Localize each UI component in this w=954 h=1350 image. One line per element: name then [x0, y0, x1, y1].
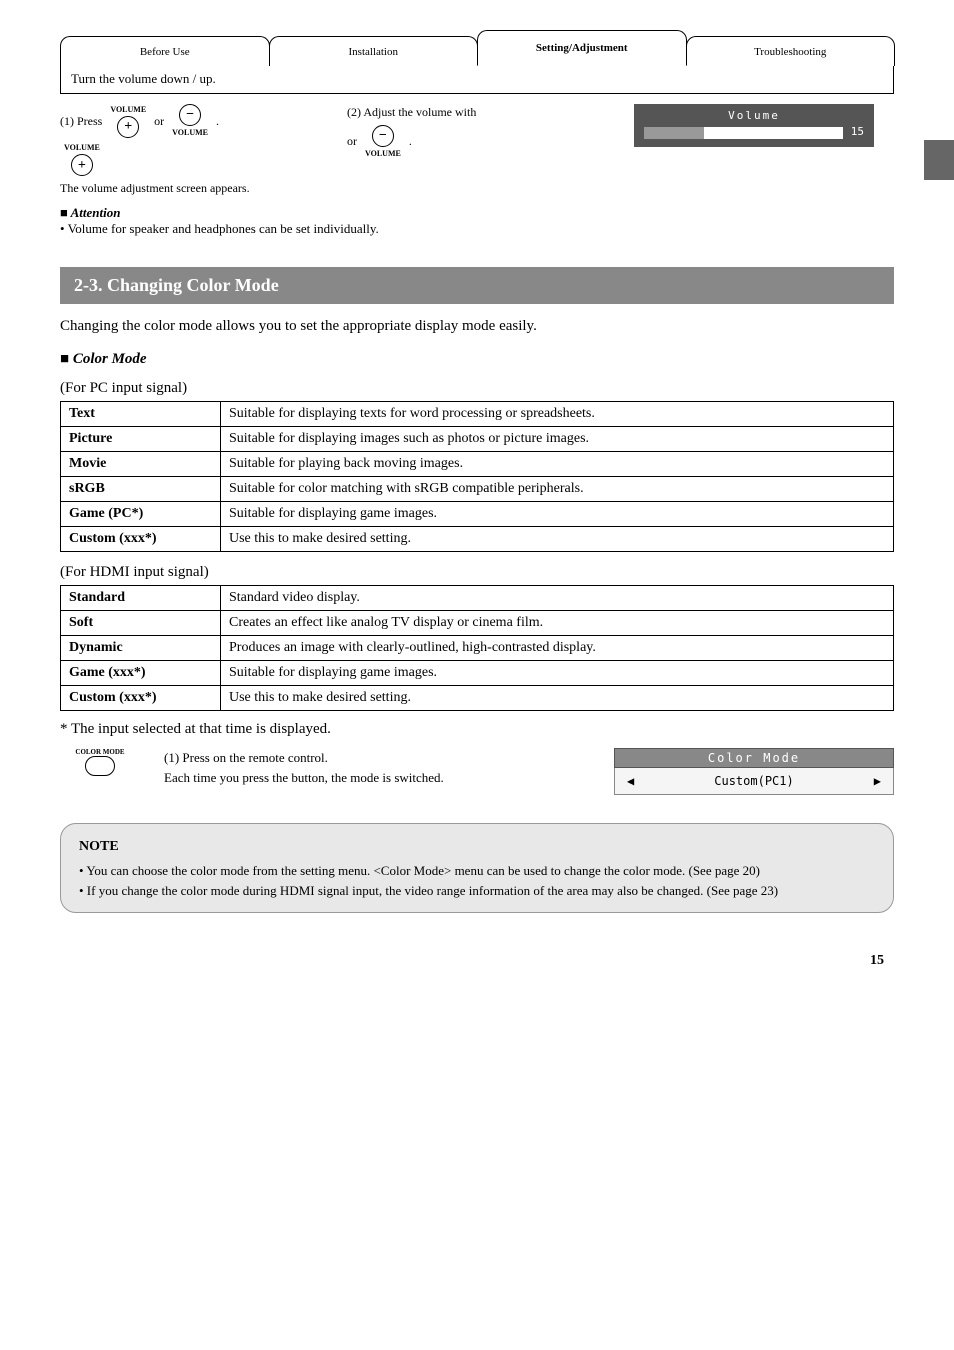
note-title: NOTE — [79, 836, 875, 857]
colormode-button-label: COLOR MODE — [75, 748, 124, 756]
volume-up-button: VOLUME + — [64, 142, 100, 176]
mode-name: Soft — [61, 611, 221, 636]
table-row: Custom (xxx*)Use this to make desired se… — [61, 686, 894, 711]
volume-bar-fill — [644, 127, 704, 139]
table-row: StandardStandard video display. — [61, 586, 894, 611]
volume-label: VOLUME — [64, 142, 100, 153]
step-bar-title: Turn the volume down / up. — [60, 65, 894, 94]
tab-before-use[interactable]: Before Use — [60, 36, 270, 66]
plus-icon: + — [71, 154, 93, 176]
volume-osd-title: Volume — [644, 108, 864, 123]
mode-desc: Suitable for playing back moving images. — [221, 452, 894, 477]
mode-desc: Creates an effect like analog TV display… — [221, 611, 894, 636]
table-row: sRGBSuitable for color matching with sRG… — [61, 477, 894, 502]
minus-icon: − — [372, 125, 394, 147]
text: (2) Adjust the volume with — [347, 104, 476, 121]
volume-bar — [644, 127, 843, 139]
table-row: SoftCreates an effect like analog TV dis… — [61, 611, 894, 636]
side-tab-marker — [924, 140, 954, 180]
table-row: Game (xxx*)Suitable for displaying game … — [61, 661, 894, 686]
mode-desc: Suitable for displaying game images. — [221, 502, 894, 527]
mode-desc: Suitable for displaying images such as p… — [221, 427, 894, 452]
page-number: 15 — [60, 953, 894, 969]
mode-name: Game (PC*) — [61, 502, 221, 527]
table-row: TextSuitable for displaying texts for wo… — [61, 402, 894, 427]
colormode-instructions: (1) Press on the remote control. Each ti… — [164, 748, 564, 787]
text: or — [347, 133, 357, 150]
volume-col-1: (1) Press VOLUME + or − VOLUME . VOLUME … — [60, 104, 327, 197]
minus-icon: − — [179, 104, 201, 126]
mode-desc: Suitable for displaying game images. — [221, 661, 894, 686]
tab-troubleshooting[interactable]: Troubleshooting — [686, 36, 896, 66]
mode-name: sRGB — [61, 477, 221, 502]
colormode-op-row: COLOR MODE (1) Press on the remote contr… — [60, 748, 894, 795]
mode-desc: Suitable for color matching with sRGB co… — [221, 477, 894, 502]
attention-note: Attention • Volume for speaker and headp… — [60, 205, 894, 237]
colormode-osd: Color Mode ◀ Custom(PC1) ▶ — [614, 748, 894, 795]
table-row: Custom (xxx*)Use this to make desired se… — [61, 527, 894, 552]
mode-name: Custom (xxx*) — [61, 527, 221, 552]
section-banner: 2-3. Changing Color Mode — [60, 267, 894, 304]
note-box: NOTE • You can choose the color mode fro… — [60, 823, 894, 913]
colormode-icon — [85, 756, 115, 776]
pc-mode-table: TextSuitable for displaying texts for wo… — [60, 401, 894, 552]
intro-paragraph: Changing the color mode allows you to se… — [60, 318, 894, 335]
colormode-button: COLOR MODE — [70, 748, 130, 776]
mode-desc: Standard video display. — [221, 586, 894, 611]
mode-desc: Suitable for displaying texts for word p… — [221, 402, 894, 427]
text: . — [409, 133, 412, 150]
text: The volume adjustment screen appears. — [60, 180, 327, 197]
text: (1) Press — [164, 750, 210, 765]
text: on the remote control. — [213, 750, 328, 765]
table-row: Game (PC*)Suitable for displaying game i… — [61, 502, 894, 527]
attention-body: • Volume for speaker and headphones can … — [60, 221, 379, 236]
volume-instruction-row: (1) Press VOLUME + or − VOLUME . VOLUME … — [60, 104, 894, 197]
right-arrow-icon: ▶ — [874, 774, 881, 788]
hdmi-caption: (For HDMI input signal) — [60, 564, 894, 581]
note-line-1: • You can choose the color mode from the… — [79, 861, 875, 881]
color-mode-subhead: Color Mode — [60, 351, 894, 368]
table-row: MovieSuitable for playing back moving im… — [61, 452, 894, 477]
left-arrow-icon: ◀ — [627, 774, 634, 788]
text: Each time you press the button, the mode… — [164, 770, 444, 785]
text: or — [154, 113, 164, 130]
volume-label: VOLUME — [172, 127, 208, 138]
mode-name: Standard — [61, 586, 221, 611]
mode-name: Game (xxx*) — [61, 661, 221, 686]
plus-icon: + — [117, 116, 139, 138]
volume-down-button: − VOLUME — [365, 125, 401, 159]
colormode-osd-header: Color Mode — [614, 748, 894, 768]
volume-col-2: (2) Adjust the volume with or − VOLUME . — [347, 104, 614, 197]
volume-label: VOLUME — [365, 148, 401, 159]
mode-name: Dynamic — [61, 636, 221, 661]
mode-name: Text — [61, 402, 221, 427]
mode-name: Movie — [61, 452, 221, 477]
mode-desc: Use this to make desired setting. — [221, 686, 894, 711]
pc-caption: (For PC input signal) — [60, 380, 894, 397]
volume-osd: Volume 15 — [634, 104, 874, 147]
mode-desc: Use this to make desired setting. — [221, 527, 894, 552]
table-row: DynamicProduces an image with clearly-ou… — [61, 636, 894, 661]
tab-setting-adjustment[interactable]: Setting/Adjustment — [477, 30, 687, 66]
attention-label: Attention — [60, 205, 120, 220]
tab-row: Before Use Installation Setting/Adjustme… — [60, 30, 894, 66]
volume-osd-col: Volume 15 — [634, 104, 894, 197]
text: (1) Press — [60, 113, 102, 130]
mode-desc: Produces an image with clearly-outlined,… — [221, 636, 894, 661]
note-line-2: • If you change the color mode during HD… — [79, 881, 875, 901]
volume-value: 15 — [851, 124, 864, 139]
table-row: PictureSuitable for displaying images su… — [61, 427, 894, 452]
colormode-osd-value: Custom(PC1) — [714, 774, 793, 788]
volume-up-button: VOLUME + — [110, 104, 146, 138]
volume-label: VOLUME — [110, 104, 146, 115]
tab-installation[interactable]: Installation — [269, 36, 479, 66]
hdmi-mode-table: StandardStandard video display.SoftCreat… — [60, 585, 894, 711]
volume-down-button: − VOLUME — [172, 104, 208, 138]
footnote: * The input selected at that time is dis… — [60, 721, 894, 738]
mode-name: Custom (xxx*) — [61, 686, 221, 711]
mode-name: Picture — [61, 427, 221, 452]
